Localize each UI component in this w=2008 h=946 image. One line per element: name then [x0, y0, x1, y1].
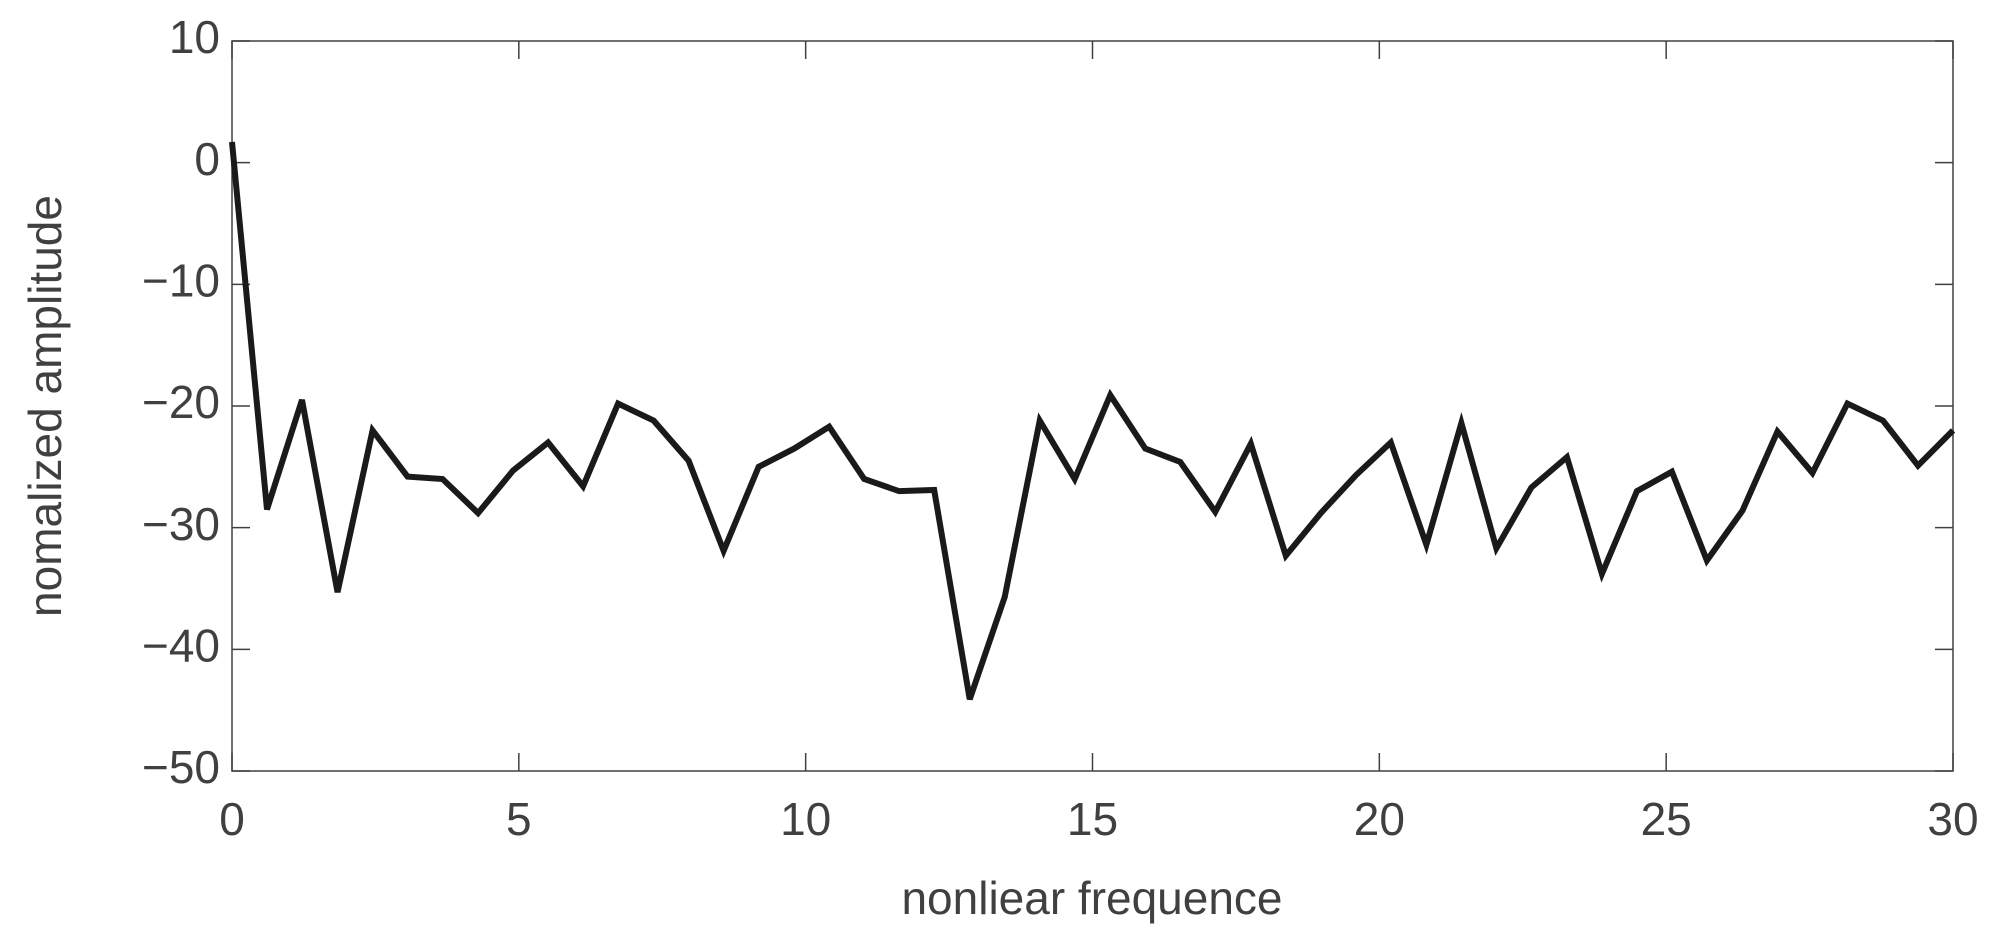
x-tick-label: 20 — [1354, 793, 1405, 845]
y-tick-label: −20 — [142, 376, 220, 428]
x-tick-label: 10 — [780, 793, 831, 845]
y-tick-label: −30 — [142, 498, 220, 550]
x-tick-label: 0 — [219, 793, 245, 845]
y-tick-label: −50 — [142, 741, 220, 793]
y-tick-label: −40 — [142, 619, 220, 671]
y-tick-label: −10 — [142, 254, 220, 306]
plot-frame — [231, 40, 1954, 772]
x-tick-label: 30 — [1927, 793, 1978, 845]
x-tick-label: 5 — [506, 793, 532, 845]
x-tick-label: 15 — [1067, 793, 1118, 845]
y-tick-label: 0 — [194, 133, 220, 185]
y-tick-label: 10 — [169, 11, 220, 63]
y-axis-label: nomalized amplitude — [19, 195, 71, 617]
x-tick-label: 25 — [1641, 793, 1692, 845]
data-line — [229, 141, 1956, 701]
x-axis-label: nonliear frequence — [901, 872, 1282, 924]
